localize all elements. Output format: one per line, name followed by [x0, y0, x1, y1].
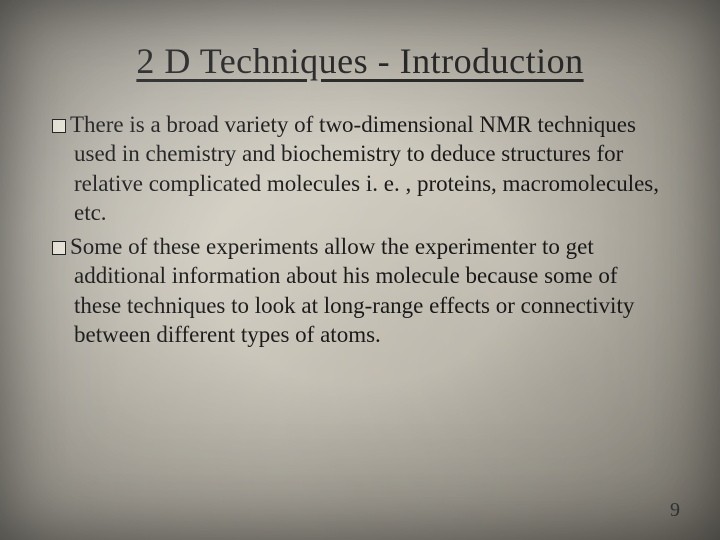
bullet-text: There is a broad variety of two-dimensio…: [70, 112, 659, 225]
bullet-item: Some of these experiments allow the expe…: [52, 232, 668, 350]
slide-title: 2 D Techniques - Introduction: [48, 40, 672, 82]
bullet-item: There is a broad variety of two-dimensio…: [52, 110, 668, 228]
page-number: 9: [670, 499, 680, 522]
square-bullet-icon: [52, 119, 66, 133]
bullet-text: Some of these experiments allow the expe…: [70, 234, 634, 347]
slide-content: There is a broad variety of two-dimensio…: [48, 110, 672, 350]
square-bullet-icon: [52, 241, 66, 255]
slide: 2 D Techniques - Introduction There is a…: [0, 0, 720, 540]
